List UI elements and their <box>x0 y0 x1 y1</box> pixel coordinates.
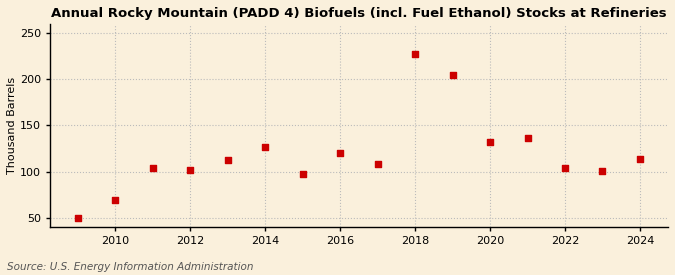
Point <box>335 151 346 155</box>
Y-axis label: Thousand Barrels: Thousand Barrels <box>7 77 17 174</box>
Point <box>560 166 570 170</box>
Point <box>448 73 458 77</box>
Point <box>260 144 271 149</box>
Point <box>634 156 645 161</box>
Point <box>148 166 159 170</box>
Point <box>597 169 608 173</box>
Point <box>73 216 84 220</box>
Point <box>522 136 533 141</box>
Point <box>298 172 308 177</box>
Text: Source: U.S. Energy Information Administration: Source: U.S. Energy Information Administ… <box>7 262 253 272</box>
Point <box>410 52 421 57</box>
Point <box>373 162 383 166</box>
Point <box>485 140 495 144</box>
Title: Annual Rocky Mountain (PADD 4) Biofuels (incl. Fuel Ethanol) Stocks at Refinerie: Annual Rocky Mountain (PADD 4) Biofuels … <box>51 7 667 20</box>
Point <box>110 198 121 202</box>
Point <box>185 167 196 172</box>
Point <box>223 157 234 162</box>
